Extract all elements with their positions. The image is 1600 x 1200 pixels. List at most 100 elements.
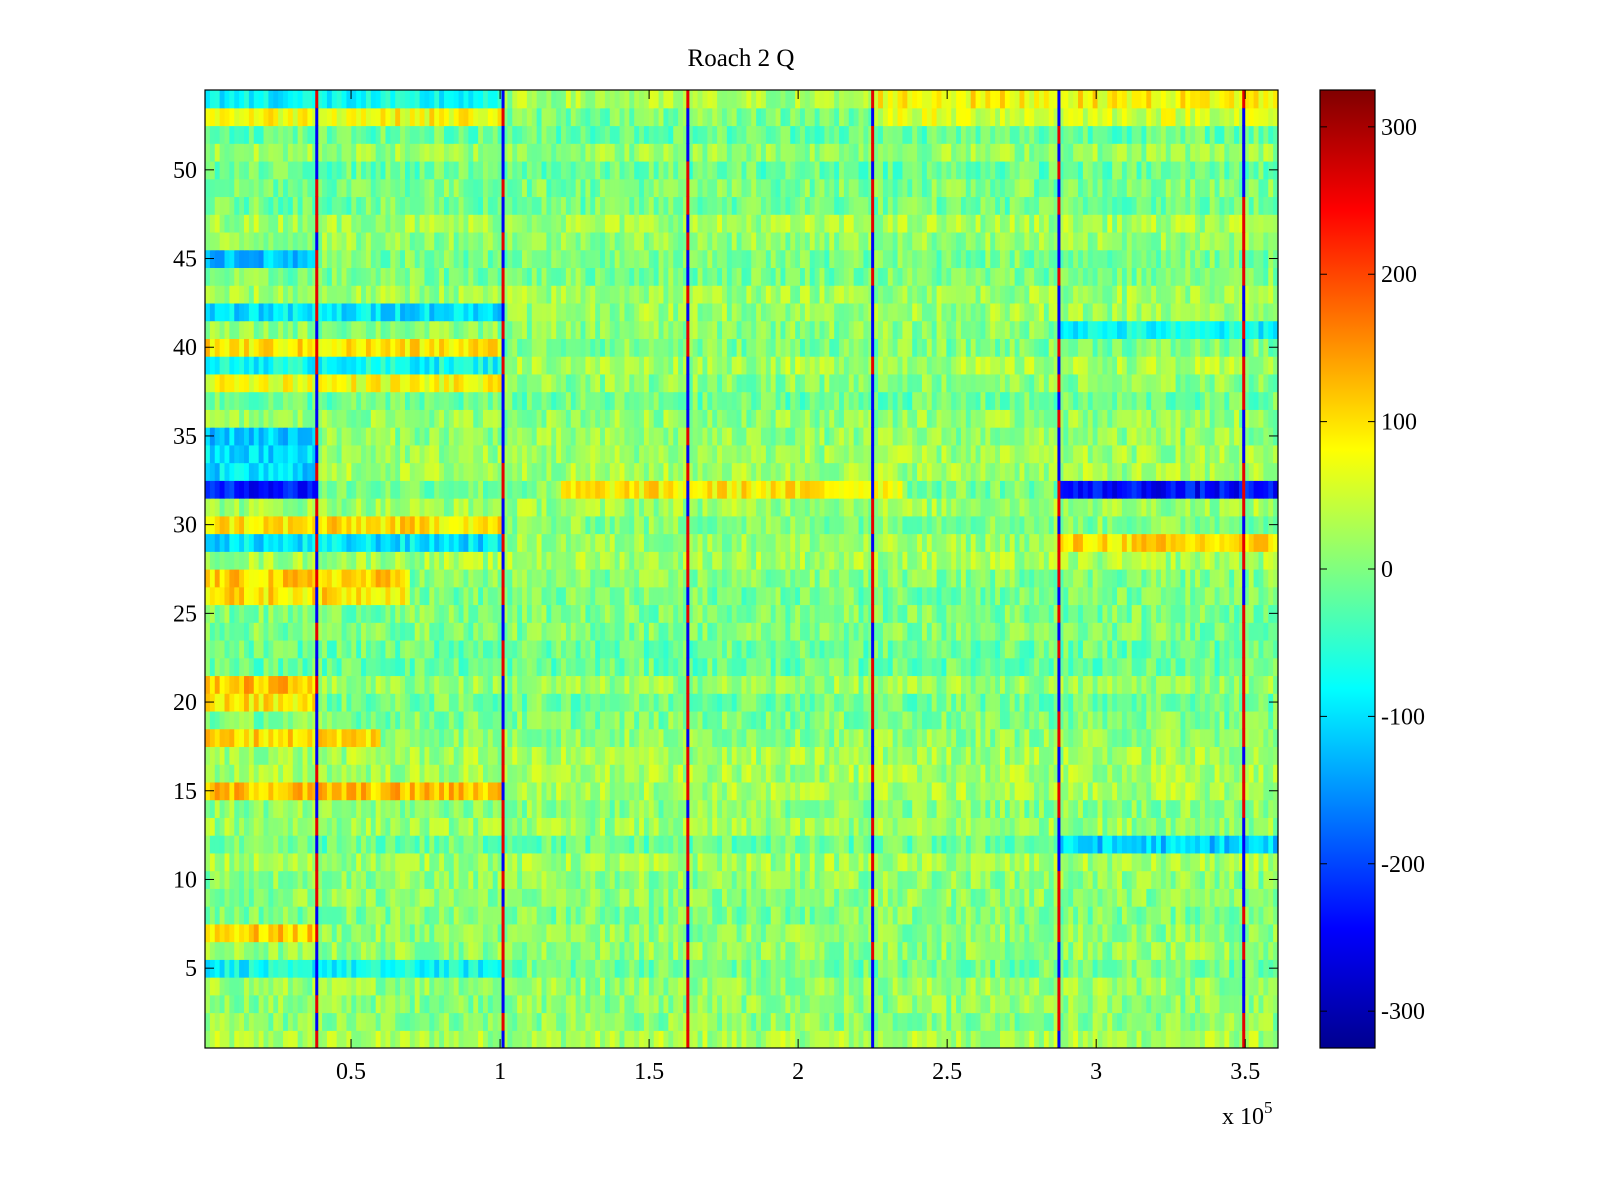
heatmap-cell: [400, 941, 406, 960]
heatmap-cell: [429, 852, 435, 872]
heatmap-cell: [678, 1012, 684, 1031]
heatmap-cell: [463, 835, 469, 854]
heatmap-cell: [765, 799, 772, 818]
heatmap-cell: [736, 657, 743, 677]
heatmap-cell: [931, 710, 938, 730]
heatmap-cell: [843, 870, 850, 889]
heatmap-cell: [726, 799, 733, 818]
heatmap-cell: [292, 870, 299, 889]
heatmap-cell: [1219, 675, 1225, 694]
heatmap-cell: [1175, 781, 1182, 801]
heatmap-cell: [1234, 1012, 1240, 1031]
heatmap-cell: [565, 657, 572, 677]
heatmap-cell: [1253, 781, 1260, 801]
heatmap-cell: [917, 835, 923, 854]
heatmap-cell: [561, 923, 567, 943]
heatmap-cell: [946, 781, 952, 801]
heatmap-cell: [463, 710, 469, 730]
heatmap-cell: [209, 675, 216, 694]
heatmap-cell: [892, 994, 899, 1014]
heatmap-cell: [1229, 1030, 1235, 1048]
heatmap-cell: [287, 764, 294, 783]
heatmap-cell: [1014, 959, 1021, 978]
heatmap-cell: [341, 817, 348, 836]
heatmap-cell: [400, 657, 406, 677]
heatmap-cell: [1009, 906, 1016, 925]
heatmap-cell: [868, 994, 874, 1014]
heatmap-cell: [1219, 657, 1225, 677]
heatmap-cell: [941, 1030, 947, 1048]
heatmap-cell: [1048, 728, 1055, 748]
heatmap-cell: [658, 835, 665, 854]
heatmap-cell: [951, 693, 957, 712]
heatmap-cell: [960, 977, 967, 996]
heatmap-cell: [429, 1012, 435, 1031]
heatmap-cell: [780, 675, 786, 694]
heatmap-cell: [1126, 1030, 1133, 1048]
heatmap-cell: [785, 639, 791, 659]
heatmap-cell: [619, 799, 626, 818]
heatmap-cell: [1043, 870, 1050, 889]
heatmap-cell: [751, 923, 757, 943]
heatmap-cell: [565, 994, 572, 1014]
heatmap-cell: [541, 835, 548, 854]
heatmap-cell: [834, 959, 840, 978]
heatmap-cell: [385, 693, 391, 712]
heatmap-cell: [292, 799, 299, 818]
heatmap-cell: [1043, 675, 1050, 694]
heatmap-cell: [1229, 657, 1235, 677]
heatmap-cell: [443, 923, 450, 943]
heatmap-cell: [1234, 746, 1240, 765]
heatmap-cell: [951, 835, 957, 854]
heatmap-cell: [965, 817, 972, 836]
heatmap-cell: [541, 657, 548, 677]
heatmap-cell: [283, 693, 289, 712]
heatmap-cell: [595, 728, 601, 748]
heatmap-cell: [458, 906, 465, 925]
heatmap-cell: [497, 799, 504, 818]
heatmap-cell: [292, 710, 299, 730]
heatmap-cell: [926, 639, 933, 659]
heatmap-cell: [804, 657, 811, 677]
heatmap-cell: [492, 994, 499, 1014]
heatmap-cell: [1024, 746, 1030, 765]
heatmap-cell: [331, 1030, 338, 1048]
heatmap-cell: [1078, 959, 1084, 978]
heatmap-cell: [609, 835, 616, 854]
heatmap-cell: [1102, 1012, 1108, 1031]
heatmap-cell: [878, 888, 884, 907]
heatmap-cell: [917, 923, 923, 943]
heatmap-cell: [921, 657, 928, 677]
heatmap-cell: [775, 675, 782, 694]
heatmap-cell: [1078, 657, 1084, 677]
heatmap-cell: [419, 1012, 426, 1031]
heatmap-cell: [1180, 959, 1186, 978]
heatmap-cell: [1024, 799, 1030, 818]
heatmap-cell: [1102, 888, 1108, 907]
heatmap-cell: [707, 941, 713, 960]
heatmap-cell: [468, 693, 474, 712]
heatmap-cell: [1014, 977, 1021, 996]
heatmap-cell: [1258, 1030, 1264, 1048]
heatmap-cell: [1126, 764, 1133, 783]
heatmap-cell: [595, 977, 601, 996]
heatmap-cell: [487, 728, 494, 748]
heatmap-cell: [395, 923, 401, 943]
heatmap-cell: [283, 710, 289, 730]
heatmap-cell: [268, 781, 274, 801]
heatmap-cell: [1136, 923, 1143, 943]
heatmap-cell: [263, 675, 270, 694]
heatmap-cell: [814, 728, 821, 748]
heatmap-cell: [390, 728, 396, 748]
heatmap-cell: [331, 693, 338, 712]
heatmap-cell: [268, 657, 274, 677]
heatmap-cell: [214, 781, 221, 801]
heatmap-cell: [721, 941, 728, 960]
heatmap-cell: [419, 959, 426, 978]
heatmap-cell: [1004, 728, 1011, 748]
heatmap-cell: [370, 1012, 377, 1031]
heatmap-cell: [1199, 657, 1206, 677]
heatmap-cell: [960, 639, 967, 659]
heatmap-cell: [1000, 870, 1006, 889]
heatmap-cell: [897, 799, 904, 818]
